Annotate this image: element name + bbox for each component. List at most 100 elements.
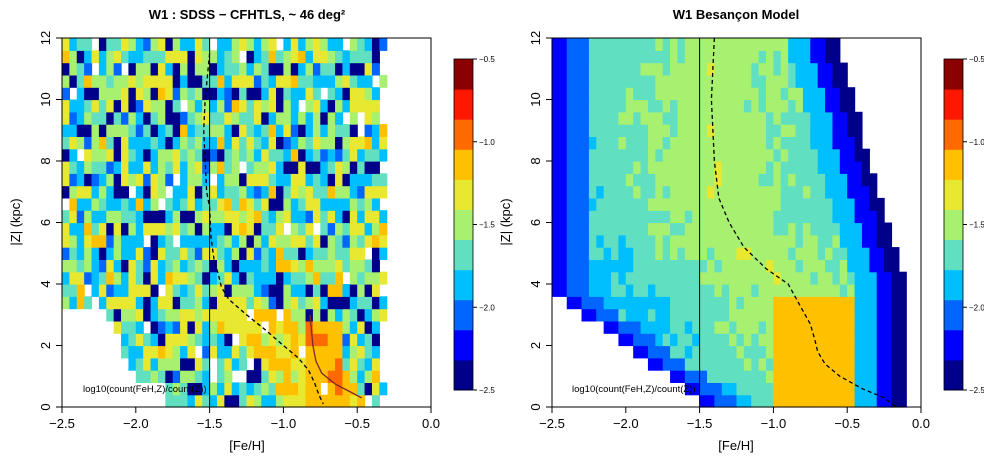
heatmap-cell (298, 284, 307, 297)
heatmap-cell (721, 357, 730, 371)
heatmap-cells (552, 38, 907, 408)
heatmap-cell (357, 357, 366, 371)
heatmap-cell (692, 99, 701, 113)
heatmap-cell (327, 333, 336, 347)
heatmap-cell (128, 99, 137, 113)
heatmap-cell (69, 234, 78, 248)
heatmap-cell (216, 38, 225, 51)
heatmap-cell (839, 222, 848, 236)
heatmap-cell (180, 382, 189, 396)
heatmap-cell (305, 271, 314, 285)
heatmap-cell (187, 247, 196, 260)
heatmap-cell (202, 50, 211, 64)
heatmap-cell (327, 173, 336, 187)
heatmap-cell (143, 74, 152, 88)
heatmap-cell (253, 394, 262, 408)
heatmap-cell (357, 87, 366, 101)
heatmap-cell (758, 320, 767, 334)
heatmap-cell (290, 185, 299, 199)
heatmap-cell (780, 247, 789, 260)
heatmap-cell (566, 185, 575, 199)
heatmap-cell (729, 74, 738, 88)
heatmap-cell (327, 111, 336, 125)
heatmap-cell (84, 197, 93, 211)
heatmap-cell (261, 173, 270, 187)
heatmap-cell (662, 161, 671, 174)
heatmap-cell (231, 197, 240, 211)
heatmap-cell (172, 247, 181, 260)
heatmap-cell (364, 259, 373, 273)
heatmap-cell (157, 173, 166, 187)
heatmap-cell (371, 62, 380, 76)
heatmap-cell (69, 124, 78, 137)
heatmap-cell (327, 222, 336, 236)
heatmap-cell (788, 136, 797, 150)
heatmap-cell (647, 357, 656, 371)
heatmap-cell (224, 87, 233, 101)
heatmap-cell (581, 136, 590, 150)
heatmap-cell (780, 210, 789, 224)
heatmap-cell (298, 124, 307, 137)
heatmap-cell (106, 38, 115, 51)
heatmap-cell (327, 87, 336, 101)
heatmap-cell (743, 308, 752, 322)
heatmap-cell (714, 210, 723, 224)
heatmap-cell (832, 333, 841, 347)
heatmap-cell (625, 234, 634, 248)
heatmap-cell (699, 173, 708, 187)
heatmap-cell (62, 161, 70, 174)
heatmap-cell (335, 124, 344, 137)
heatmap-cell (261, 247, 270, 260)
heatmap-cell (625, 38, 634, 51)
heatmap-cell (810, 210, 819, 224)
heatmap-cell (847, 271, 856, 285)
heatmap-cell (268, 136, 277, 150)
heatmap-cell (802, 234, 811, 248)
heatmap-cell (751, 50, 760, 64)
heatmap-cell (165, 62, 174, 76)
heatmap-cell (588, 111, 597, 125)
heatmap-cell (157, 234, 166, 248)
heatmap-cell (766, 197, 774, 211)
heatmap-cell (751, 87, 760, 101)
heatmap-cell (743, 185, 752, 199)
heatmap-cell (839, 87, 848, 101)
heatmap-cell (751, 161, 760, 174)
heatmap-cell (839, 333, 848, 347)
heatmap-cell (239, 259, 248, 273)
heatmap-cell (231, 247, 240, 260)
heatmap-cell (298, 50, 307, 64)
heatmap-cell (898, 296, 907, 310)
heatmap-cell (312, 320, 321, 334)
heatmap-cell (699, 382, 708, 396)
heatmap-cell (135, 259, 144, 273)
heatmap-cell (187, 111, 196, 125)
heatmap-cell (729, 62, 738, 76)
heatmap-cell (662, 136, 671, 150)
heatmap-cell (876, 259, 885, 273)
heatmap-cell (810, 74, 819, 88)
heatmap-cell (283, 308, 292, 322)
heatmap-cell (588, 62, 597, 76)
heatmap-cell (357, 320, 366, 334)
heatmap-cell (209, 197, 218, 211)
heatmap-cell (349, 320, 358, 334)
heatmap-cell (662, 247, 671, 260)
heatmap-cell (276, 370, 284, 383)
heatmap-cell (729, 370, 738, 383)
heatmap-cell (714, 247, 723, 260)
heatmap-cell (751, 320, 760, 334)
heatmap-cell (810, 296, 819, 310)
colorbar-swatch (944, 149, 963, 180)
heatmap-cell (172, 357, 181, 371)
heatmap-cell (699, 87, 708, 101)
heatmap-cell (640, 345, 649, 359)
heatmap-cell (706, 259, 715, 273)
heatmap-cell (268, 284, 277, 297)
heatmap-cell (268, 357, 277, 371)
heatmap-cell (825, 136, 834, 150)
heatmap-cell (194, 382, 203, 396)
heatmap-cell (729, 50, 738, 64)
heatmap-cell (729, 284, 738, 297)
heatmap-cell (357, 333, 366, 347)
